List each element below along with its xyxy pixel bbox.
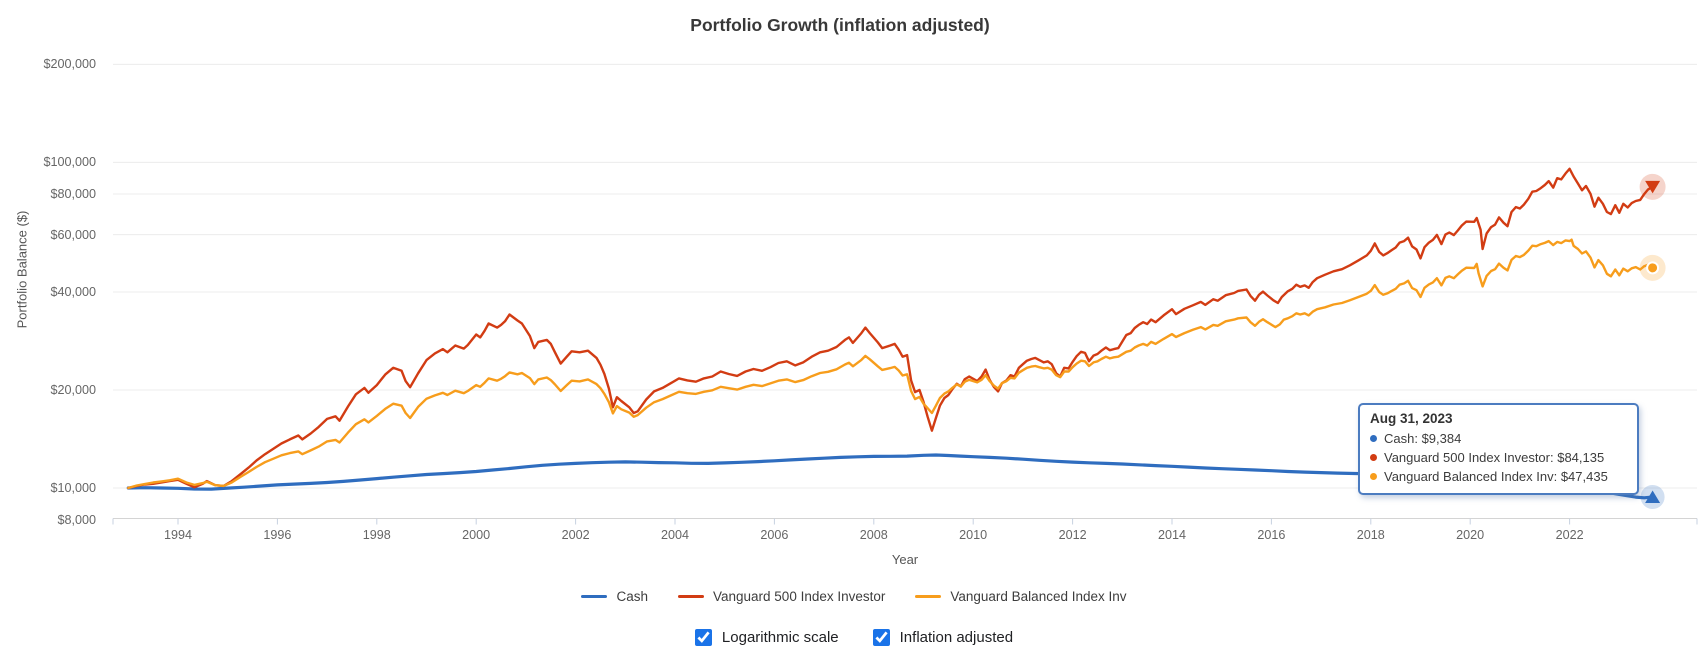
logarithmic-scale-label[interactable]: Logarithmic scale [721, 629, 839, 646]
tooltip-value-text: Vanguard 500 Index Investor: $84,135 [1384, 450, 1605, 465]
y-tick-label-60000: $60,000 [50, 227, 96, 242]
x-tick-label-1994: 1994 [163, 528, 193, 542]
x-tick-label-1998: 1998 [362, 528, 391, 542]
inflation-adjusted-control: Inflation adjusted [872, 629, 1014, 646]
y-tick-label-8000: $8,000 [57, 512, 96, 527]
tooltip-rows: Cash: $9,384 Vanguard 500 Index Investor:… [1370, 429, 1627, 486]
logarithmic-scale-control: Logarithmic scale [694, 629, 839, 646]
x-tick-label-2016: 2016 [1257, 528, 1286, 542]
x-tick-label-2000: 2000 [462, 528, 491, 542]
series-line-vanguard-500-index-investor [127, 167, 1654, 490]
y-tick-label-40000: $40,000 [50, 284, 96, 299]
legend-item-vanguard-balanced-index-inv[interactable]: Vanguard Balanced Index Inv [915, 589, 1127, 604]
y-tick-label-100000: $100,000 [43, 155, 96, 170]
legend-swatch-icon [915, 594, 942, 599]
x-tick-label-2020: 2020 [1456, 528, 1485, 542]
chart-controls: Logarithmic scale Inflation adjusted [0, 629, 1708, 646]
series-line-vanguard-balanced-index-inv [127, 238, 1654, 490]
tooltip-value-text: Cash: $9,384 [1384, 431, 1462, 446]
x-tick-label-2008: 2008 [859, 528, 888, 542]
inflation-adjusted-label[interactable]: Inflation adjusted [899, 629, 1014, 646]
x-tick-label-2012: 2012 [1058, 528, 1087, 542]
tooltip-row-vanguard-500-index-investor: Vanguard 500 Index Investor: $84,135 [1370, 448, 1627, 467]
legend-label: Vanguard Balanced Index Inv [950, 589, 1127, 604]
legend-label: Vanguard 500 Index Investor [713, 589, 886, 604]
legend-item-cash[interactable]: Cash [581, 589, 648, 604]
tooltip-dot-icon [1370, 454, 1377, 461]
tooltip-dot-icon [1370, 435, 1377, 442]
y-tick-label-20000: $20,000 [50, 382, 96, 397]
x-tick-label-2004: 2004 [660, 528, 690, 542]
tooltip-row-cash: Cash: $9,384 [1370, 429, 1627, 448]
x-tick-label-1996: 1996 [263, 528, 292, 542]
tooltip-dot-icon [1370, 473, 1377, 480]
y-tick-label-10000: $10,000 [50, 481, 96, 495]
triangle-up-icon [1645, 490, 1661, 503]
legend-swatch-icon [581, 594, 608, 599]
x-tick-label-2014: 2014 [1157, 528, 1187, 542]
chart-title: Portfolio Growth (inflation adjusted) [690, 15, 990, 35]
circle-marker-icon [1646, 261, 1660, 275]
x-tick-label-2002: 2002 [561, 528, 590, 542]
x-tick-label-2018: 2018 [1356, 528, 1385, 542]
tooltip-row-vanguard-balanced-index-inv: Vanguard Balanced Index Inv: $47,435 [1370, 467, 1627, 486]
legend-swatch-icon [678, 594, 704, 599]
triangle-down-icon [1645, 180, 1661, 194]
hover-tooltip: Aug 31, 2023 Cash: $9,384 Vanguard 500 In… [1358, 403, 1639, 495]
x-tick-label-2022: 2022 [1555, 528, 1584, 542]
legend-label: Cash [616, 589, 648, 604]
x-tick-label-2006: 2006 [760, 528, 789, 542]
logarithmic-scale-checkbox[interactable] [694, 629, 712, 646]
legend-item-vanguard-500-index-investor[interactable]: Vanguard 500 Index Investor [678, 589, 885, 604]
tooltip-value-text: Vanguard Balanced Index Inv: $47,435 [1384, 469, 1608, 484]
y-axis-title: Portfolio Balance ($) [14, 210, 30, 329]
legend: Cash Vanguard 500 Index Investor Vanguard … [0, 589, 1708, 604]
y-tick-label-80000: $80,000 [50, 186, 96, 201]
x-axis-title: Year [891, 552, 919, 567]
y-tick-label-200000: $200,000 [43, 57, 96, 72]
inflation-adjusted-checkbox[interactable] [872, 629, 890, 646]
tooltip-date: Aug 31, 2023 [1370, 411, 1453, 426]
x-tick-label-2010: 2010 [959, 528, 988, 542]
